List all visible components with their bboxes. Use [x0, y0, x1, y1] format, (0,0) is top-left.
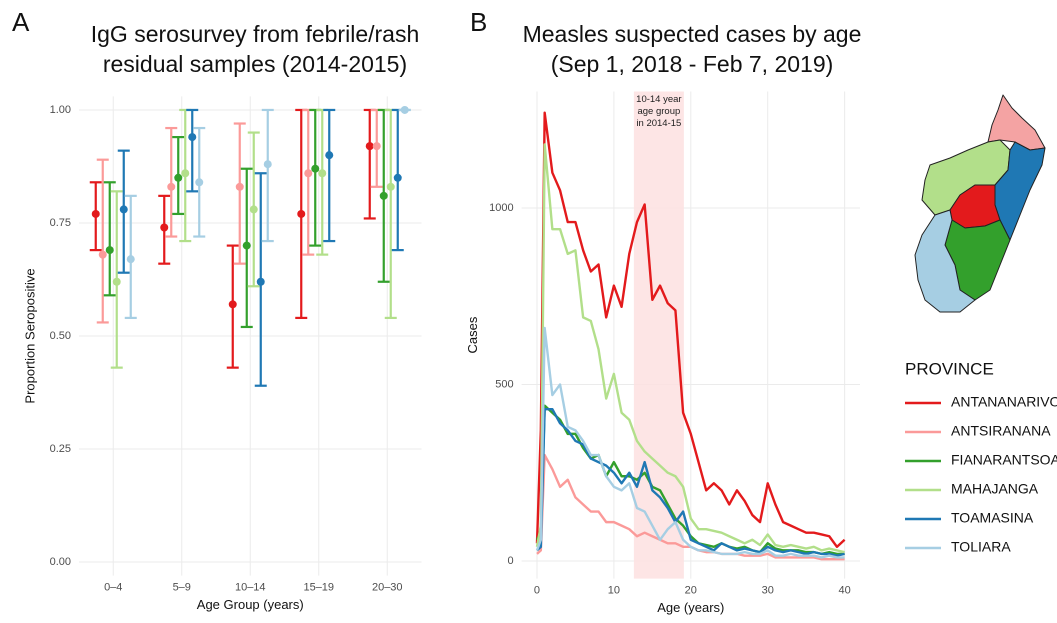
point	[256, 277, 265, 286]
legend-label: TOLIARA	[951, 539, 1011, 555]
legend-label: TOAMASINA	[951, 510, 1034, 526]
point	[318, 169, 327, 178]
x-tick-label: 10	[608, 585, 620, 597]
point	[297, 209, 306, 218]
legend-label: ANTANANARIVO	[951, 394, 1057, 410]
x-tick-label: 30	[762, 585, 774, 597]
point	[311, 164, 320, 173]
chart-title: (Sep 1, 2018 - Feb 7, 2019)	[551, 51, 834, 77]
series-line	[536, 407, 845, 557]
map-toliara	[914, 209, 976, 313]
point	[393, 173, 402, 182]
point	[98, 250, 107, 259]
point	[263, 160, 272, 169]
annotation: age group	[637, 106, 680, 117]
point	[400, 105, 409, 114]
point	[249, 205, 258, 214]
point	[379, 191, 388, 200]
y-tick-label: 0	[507, 555, 513, 567]
panel-label: A	[12, 7, 30, 37]
y-axis-title: Cases	[465, 316, 480, 353]
point	[167, 182, 176, 191]
point	[386, 182, 395, 191]
chart-title: IgG serosurvey from febrile/rash	[91, 21, 420, 47]
point	[112, 277, 121, 286]
point	[181, 169, 190, 178]
y-tick-label: 1000	[489, 202, 513, 214]
point	[91, 209, 100, 218]
point	[174, 173, 183, 182]
madagascar-map	[914, 94, 1046, 313]
point	[188, 133, 197, 142]
annotation: 10-14 year	[636, 94, 681, 105]
x-tick-label: 15–19	[303, 582, 334, 594]
x-axis-title: Age (years)	[657, 600, 724, 615]
x-axis-title: Age Group (years)	[197, 597, 304, 612]
y-tick-label: 0.50	[50, 330, 71, 342]
y-tick-label: 0.75	[50, 217, 71, 229]
series-line	[536, 453, 845, 561]
y-tick-label: 0.25	[50, 443, 71, 455]
chart-title: residual samples (2014-2015)	[103, 51, 407, 77]
legend-label: MAHAJANGA	[951, 481, 1039, 497]
x-tick-label: 40	[838, 585, 850, 597]
point	[372, 142, 381, 151]
series-line	[535, 143, 845, 554]
x-tick-label: 0–4	[104, 582, 122, 594]
point	[235, 182, 244, 191]
point	[105, 246, 114, 255]
chart-title: Measles suspected cases by age	[523, 21, 862, 47]
series-line	[535, 326, 845, 559]
x-tick-label: 5–9	[173, 582, 191, 594]
point	[160, 223, 169, 232]
series-line	[535, 111, 846, 549]
x-tick-label: 0	[534, 585, 540, 597]
point	[242, 241, 251, 250]
point	[228, 300, 237, 309]
y-tick-label: 1.00	[50, 104, 71, 116]
legend-label: FIANARANTSOA	[951, 452, 1057, 468]
annotation: in 2014-15	[636, 118, 681, 129]
y-tick-label: 0.00	[50, 556, 71, 568]
y-axis-title: Proportion Seropositive	[22, 268, 37, 403]
point	[126, 255, 135, 264]
legend-label: ANTSIRANANA	[951, 423, 1051, 439]
point	[304, 169, 313, 178]
x-tick-label: 20–30	[372, 582, 403, 594]
point	[365, 142, 374, 151]
x-tick-label: 10–14	[235, 582, 266, 594]
y-tick-label: 500	[495, 378, 513, 390]
x-tick-label: 20	[685, 585, 697, 597]
panel-label: B	[470, 7, 487, 37]
point	[325, 151, 334, 160]
legend-title: PROVINCE	[905, 359, 994, 378]
point	[119, 205, 128, 214]
point	[195, 178, 204, 187]
